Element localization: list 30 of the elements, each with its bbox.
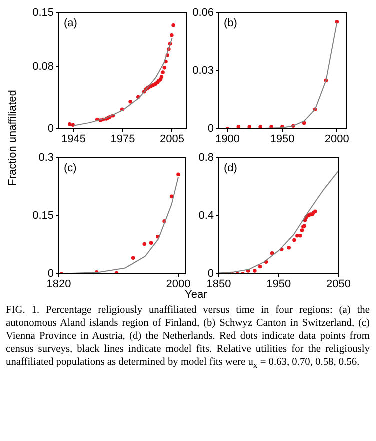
annotation: (c) [64,162,77,175]
y-tick-label: 0.3 [38,152,54,164]
y-tick-label: 0 [48,268,54,280]
y-tick-label: 0.03 [192,65,214,78]
x-tick-label: 1820 [46,278,72,291]
x-tick-label: 1850 [206,278,232,291]
x-tick-label: 1950 [270,134,295,146]
x-tick-label: 2050 [326,278,352,291]
x-tick-label: 2005 [160,134,184,146]
caption: FIG. 1. Percentage religiously unaffiliated versus time in four regions: (a) the autonomous Aland islands region of Finland, (b) Schwyz Canton in Switzerland, (c) Vienna Province in Austria, (d) the Netherlands. Red dots indicate data points from census surveys, black lines indicate model fits. Relative utilities for the religiously unaffiliated populations as determined by model fits were u$_{x}$ = 0.63, 0.70, 0.58, 0.56. [6,304,370,372]
y-tick-label: 0 [48,123,54,136]
x-tick-label: 1950 [266,278,292,291]
x-tick-label: 1900 [216,134,240,146]
annotation: (a) [64,18,78,30]
annotation: (b) [224,18,238,30]
y-tick-label: 0.15 [32,7,54,20]
y-tick-label: 0.8 [198,152,214,164]
y-tick-label: 0 [208,268,214,280]
y-tick-label: 0.15 [32,210,54,222]
x-tick-label: 1975 [110,134,136,146]
x-tick-label: 2000 [324,134,350,146]
x-tick-label: 1945 [62,134,86,146]
y-axis-title: Fraction unaffiliated [7,89,19,188]
x-axis-title: Year [185,289,208,301]
y-tick-label: 0.06 [192,7,214,20]
y-tick-label: 0.4 [198,210,214,222]
x-tick-label: 2000 [166,278,191,291]
annotation: (d) [224,162,238,175]
y-tick-label: 0 [208,123,214,136]
y-tick-label: 0.08 [32,61,54,74]
